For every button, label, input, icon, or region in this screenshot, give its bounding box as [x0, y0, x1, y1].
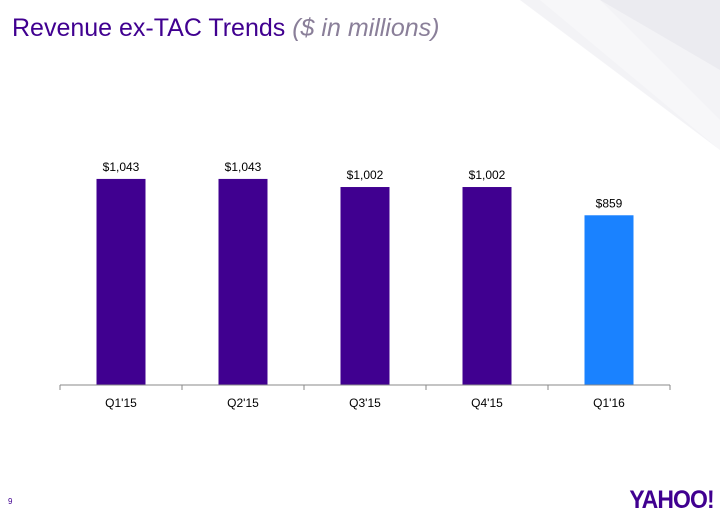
bar-0	[96, 178, 146, 385]
x-tick-label-3: Q4'15	[471, 396, 503, 410]
value-labels-group: $1,043 $1,043 $1,002 $1,002 $859	[103, 160, 623, 210]
bar-1	[218, 178, 268, 385]
tick-labels-group: Q1'15 Q2'15 Q3'15 Q4'15 Q1'16	[105, 396, 625, 410]
x-tick-label-2: Q3'15	[349, 396, 381, 410]
x-tick-label-1: Q2'15	[227, 396, 259, 410]
bar-value-label-3: $1,002	[469, 168, 506, 182]
page-title: Revenue ex-TAC Trends ($ in millions)	[12, 14, 440, 43]
bar-value-label-1: $1,043	[225, 160, 262, 174]
bar-2	[340, 187, 390, 385]
bar-value-label-0: $1,043	[103, 160, 140, 174]
bar-value-label-4: $859	[596, 196, 623, 210]
title-unit: ($ in millions)	[292, 14, 440, 42]
page-number: 9	[8, 497, 13, 506]
bar-4	[584, 215, 634, 385]
x-tick-label-0: Q1'15	[105, 396, 137, 410]
bars-group	[96, 178, 634, 385]
x-axis	[59, 384, 671, 390]
title-main: Revenue ex-TAC Trends	[12, 14, 286, 42]
x-tick-label-4: Q1'16	[593, 396, 625, 410]
bar-value-label-2: $1,002	[347, 168, 384, 182]
yahoo-logo: YAHOO!	[629, 486, 715, 514]
bar-3	[462, 187, 512, 385]
